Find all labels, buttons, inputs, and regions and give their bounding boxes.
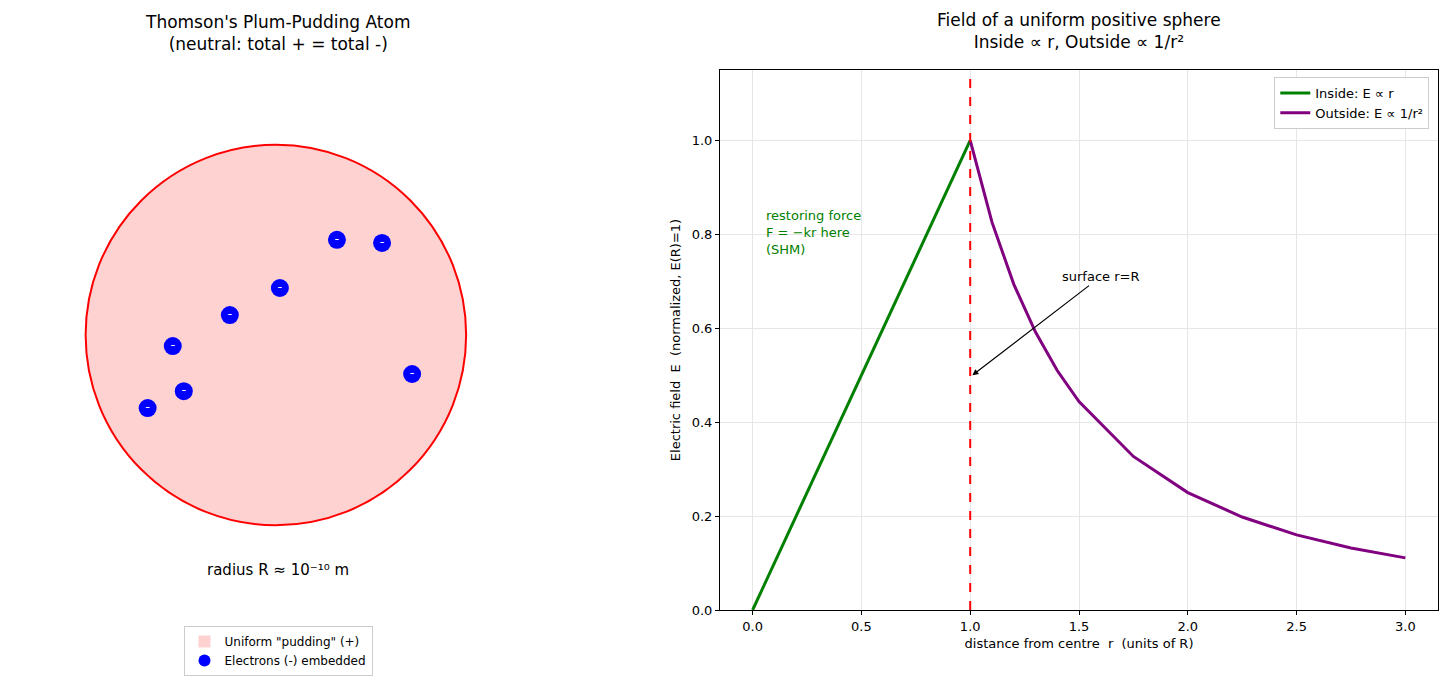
svg-text:restoring forceF = −kr here(SH: restoring forceF = −kr here(SHM) bbox=[766, 208, 861, 257]
svg-text:Uniform "pudding" (+): Uniform "pudding" (+) bbox=[225, 635, 360, 649]
svg-text:distance from centre r (unit: distance from centre r (units of R) bbox=[965, 636, 1194, 651]
svg-text:3.0: 3.0 bbox=[1395, 619, 1416, 634]
svg-text:-: - bbox=[181, 382, 186, 397]
svg-text:-: - bbox=[380, 234, 385, 249]
svg-text:2.0: 2.0 bbox=[1177, 619, 1198, 634]
svg-text:1.0: 1.0 bbox=[960, 619, 981, 634]
svg-text:0.4: 0.4 bbox=[692, 415, 713, 430]
svg-text:0.8: 0.8 bbox=[692, 227, 713, 242]
svg-text:0.6: 0.6 bbox=[692, 321, 713, 336]
svg-text:-: - bbox=[145, 399, 150, 414]
svg-text:-: - bbox=[335, 231, 340, 246]
svg-text:-: - bbox=[227, 306, 232, 321]
svg-text:1.0: 1.0 bbox=[692, 133, 713, 148]
svg-text:-: - bbox=[170, 337, 175, 352]
svg-text:0.5: 0.5 bbox=[851, 619, 872, 634]
svg-text:1.5: 1.5 bbox=[1069, 619, 1090, 634]
svg-text:Outside: E ∝ 1/r²: Outside: E ∝ 1/r² bbox=[1315, 106, 1423, 121]
svg-text:radius R ≈ 10⁻¹⁰ m: radius R ≈ 10⁻¹⁰ m bbox=[207, 561, 349, 579]
svg-text:-: - bbox=[278, 279, 283, 294]
svg-text:-: - bbox=[410, 365, 415, 380]
svg-text:0.0: 0.0 bbox=[742, 619, 763, 634]
svg-text:0.0: 0.0 bbox=[692, 603, 713, 618]
svg-text:surface r=R: surface r=R bbox=[1062, 269, 1139, 284]
svg-text:2.5: 2.5 bbox=[1286, 619, 1307, 634]
svg-text:Field of a uniform positive sp: Field of a uniform positive sphereInside… bbox=[937, 10, 1221, 52]
svg-text:Electric field E (normalized: Electric field E (normalized, E(R)=1) bbox=[668, 219, 683, 461]
svg-text:Electrons (-) embedded: Electrons (-) embedded bbox=[225, 654, 366, 668]
svg-text:Thomson's Plum-Pudding Atom(ne: Thomson's Plum-Pudding Atom(neutral: tot… bbox=[145, 12, 411, 54]
svg-text:Inside: E ∝ r: Inside: E ∝ r bbox=[1315, 86, 1394, 101]
svg-text:0.2: 0.2 bbox=[692, 509, 713, 524]
